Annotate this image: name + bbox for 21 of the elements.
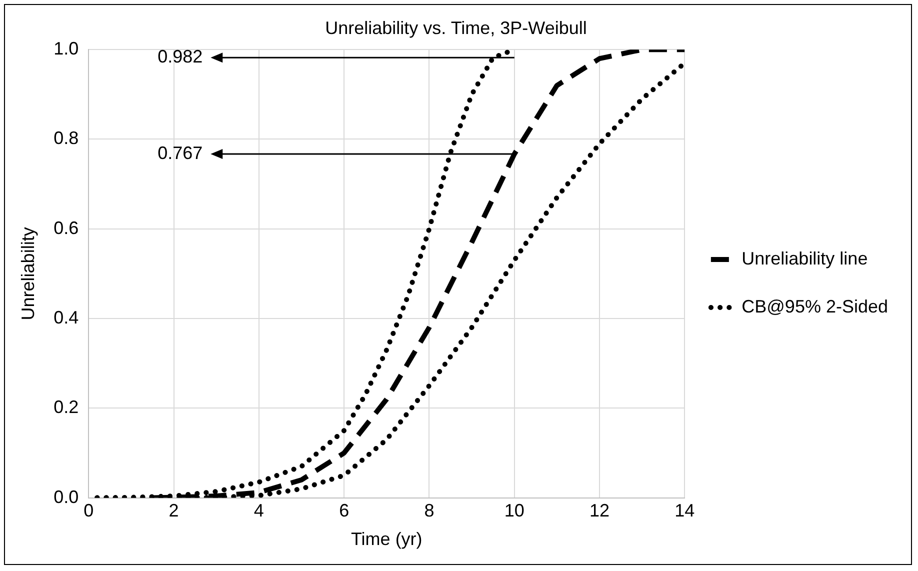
y-tick-label: 1.0 bbox=[54, 38, 79, 59]
legend-label: CB@95% 2-Sided bbox=[742, 296, 888, 316]
chart-title: Unreliability vs. Time, 3P-Weibull bbox=[325, 18, 587, 38]
x-tick-label: 2 bbox=[168, 500, 179, 521]
x-tick-label: 14 bbox=[674, 500, 695, 521]
y-tick-label: 0.8 bbox=[54, 128, 79, 148]
x-tick-label: 12 bbox=[589, 500, 610, 521]
x-tick-label: 6 bbox=[339, 500, 350, 521]
y-axis-title: Unreliability bbox=[18, 227, 38, 320]
annotation: 0.982 bbox=[158, 46, 203, 67]
y-tick-label: 0.2 bbox=[54, 397, 79, 418]
x-axis-title: Time (yr) bbox=[350, 529, 422, 550]
legend-label: Unreliability line bbox=[742, 248, 868, 268]
x-tick-label: 4 bbox=[254, 500, 264, 521]
y-tick-label: 0.4 bbox=[54, 307, 79, 328]
y-tick-label: 0.0 bbox=[54, 486, 79, 507]
y-tick-label: 0.6 bbox=[54, 218, 79, 238]
x-tick-label: 8 bbox=[424, 500, 434, 521]
x-tick-label: 0 bbox=[84, 500, 94, 521]
annotation: 0.767 bbox=[158, 143, 203, 163]
x-tick-label: 10 bbox=[504, 500, 524, 521]
